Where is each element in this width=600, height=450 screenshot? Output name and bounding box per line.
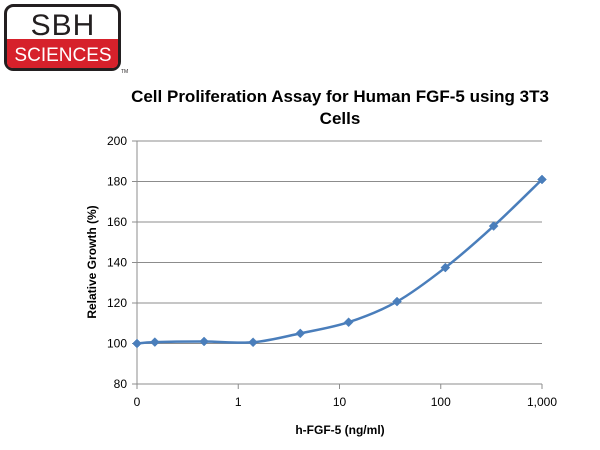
data-point-6 bbox=[343, 317, 354, 328]
chart-title-line-1: Cell Proliferation Assay for Human FGF-5… bbox=[131, 87, 549, 106]
data-point-8 bbox=[440, 262, 451, 273]
chart-title-line-2: Cells bbox=[320, 109, 361, 128]
sbh-sciences-logo: SBH SCIENCES TM bbox=[4, 4, 128, 75]
data-point-4 bbox=[248, 337, 258, 348]
x-axis-label: h-FGF-5 (ng/ml) bbox=[295, 423, 384, 437]
data-point-7 bbox=[392, 296, 402, 307]
data-point-5 bbox=[295, 328, 306, 339]
logo-top-text: SBH bbox=[31, 9, 96, 42]
x-axis-ticks: 0 1 10 100 1,000 bbox=[134, 384, 557, 409]
logo-bottom-text: SCIENCES bbox=[14, 45, 111, 66]
y-axis-label: Relative Growth (%) bbox=[85, 205, 99, 318]
x-tick-label: 1 bbox=[235, 395, 242, 409]
data-point-9 bbox=[488, 221, 499, 231]
y-tick-label: 180 bbox=[107, 175, 127, 189]
y-tick-label: 200 bbox=[107, 134, 127, 148]
logo-trademark: TM bbox=[121, 69, 128, 75]
y-tick-label: 120 bbox=[107, 296, 127, 310]
y-tick-label: 140 bbox=[107, 256, 127, 270]
x-tick-label: 10 bbox=[333, 395, 347, 409]
y-tick-label: 160 bbox=[107, 215, 127, 229]
gridlines bbox=[137, 140, 542, 344]
series-line bbox=[136, 178, 543, 345]
x-tick-label: 0 bbox=[134, 395, 141, 409]
y-axis-ticks: 80 100 120 140 160 180 200 bbox=[107, 134, 137, 391]
data-series bbox=[132, 174, 547, 349]
logo-red-band bbox=[7, 39, 118, 68]
data-point-1 bbox=[132, 338, 142, 349]
x-tick-label: 100 bbox=[431, 395, 451, 409]
y-tick-label: 80 bbox=[114, 377, 128, 391]
chart-title: Cell Proliferation Assay for Human FGF-5… bbox=[131, 87, 549, 128]
data-point-10 bbox=[537, 174, 547, 185]
data-point-2 bbox=[149, 337, 160, 347]
data-point-3 bbox=[199, 336, 209, 347]
x-tick-label: 1,000 bbox=[527, 395, 557, 409]
y-tick-label: 100 bbox=[107, 337, 127, 351]
